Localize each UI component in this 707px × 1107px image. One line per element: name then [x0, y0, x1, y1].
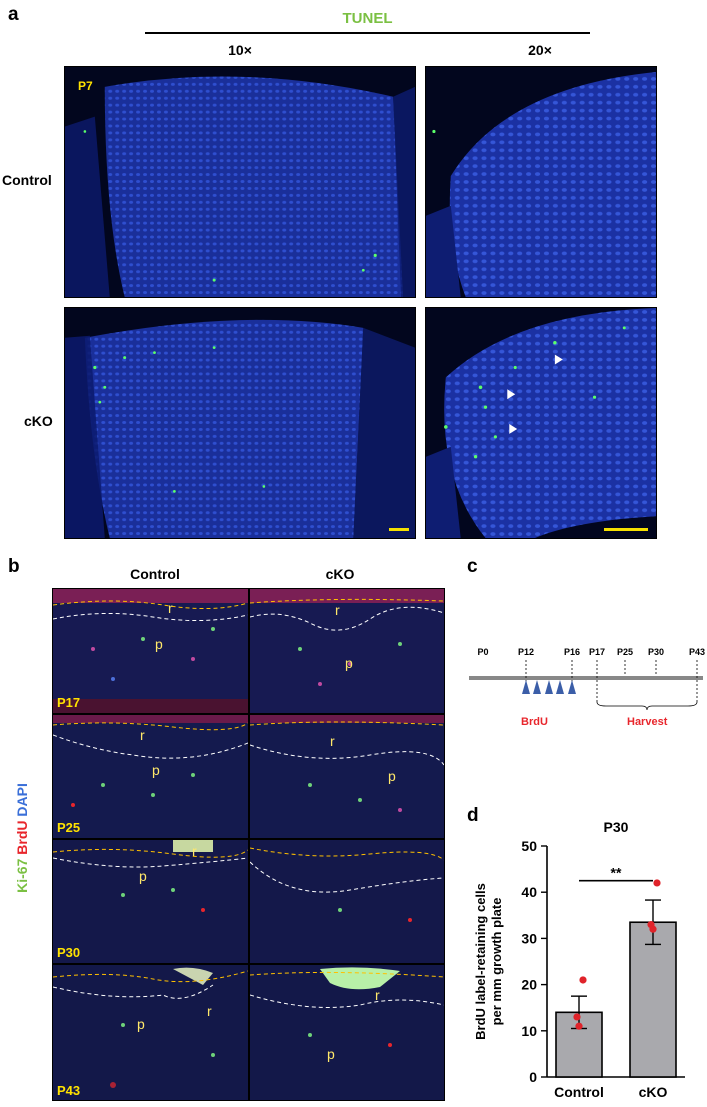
- tile-cko-p30: [250, 840, 444, 963]
- brdu-injection-arrows: [522, 680, 576, 694]
- timepoint-p12: P12: [518, 647, 534, 657]
- panel-d-letter: d: [467, 805, 479, 826]
- zone-r-control-p30: r: [192, 843, 197, 859]
- panel-c-letter: c: [467, 556, 478, 577]
- tunel-title-rule: [145, 32, 590, 34]
- tunel-title: TUNEL: [342, 10, 393, 27]
- stage-label-p43: P43: [57, 1083, 81, 1098]
- data-point-control-1: [575, 1022, 583, 1030]
- micrograph-control-20x: [425, 66, 657, 298]
- data-point-cko-3: [653, 879, 661, 887]
- tile-control-p25: [53, 715, 248, 838]
- tile-control-p17: [53, 589, 248, 713]
- stage-label-p30: P30: [57, 945, 81, 960]
- brdu-label-c: BrdU: [521, 716, 548, 728]
- stage-label-p25: P25: [57, 820, 81, 835]
- tile-cko-p43: [250, 965, 444, 1100]
- panel-b-letter: b: [8, 556, 20, 577]
- col-header-10x: 10×: [228, 42, 252, 58]
- row-label-cko: cKO: [24, 413, 53, 429]
- brdu-timeline: P0 P12 P16 P17 P25 P30 P43: [466, 640, 706, 711]
- timepoint-p25: P25: [617, 647, 633, 657]
- timepoint-p0: P0: [477, 647, 488, 657]
- zone-r-cko-p25: r: [330, 733, 335, 749]
- ki67-label: Ki-67: [14, 858, 30, 893]
- zone-r-control-p17: r: [168, 600, 173, 616]
- col-header-cko: cKO: [325, 566, 355, 582]
- micrograph-control-10x: [64, 66, 416, 298]
- x-tick-label-cko: cKO: [639, 1084, 668, 1100]
- zone-r-control-p25: r: [140, 727, 145, 743]
- bar-cko: [629, 921, 677, 1078]
- scale-bar-10x: [389, 528, 409, 531]
- data-point-control-2: [573, 1013, 581, 1021]
- x-tick-label-control: Control: [554, 1084, 604, 1100]
- zone-p-control-p30: p: [139, 868, 147, 884]
- tile-control-p43: [53, 965, 248, 1100]
- chart-title: P30: [604, 819, 629, 835]
- data-point-cko-2: [647, 920, 655, 929]
- micrograph-cko-10x: [64, 307, 416, 539]
- zone-p-control-p43: p: [137, 1016, 145, 1032]
- scale-bar-20x: [604, 528, 648, 531]
- col-header-control: Control: [130, 566, 180, 582]
- brdu-bar-chart: P30 0 10 20 30 40 50 BrdU label-retaining cells…: [455, 812, 705, 1102]
- timepoint-p16: P16: [564, 647, 580, 657]
- zone-p-cko-p25: p: [388, 768, 396, 784]
- panel-a-letter: a: [8, 4, 19, 25]
- harvest-label: Harvest: [627, 716, 668, 728]
- stage-label-p7: P7: [78, 79, 93, 93]
- zone-p-cko-p17: p: [345, 655, 353, 671]
- tile-cko-p25: [250, 715, 444, 838]
- zone-r-cko-p43-left: r: [207, 1003, 212, 1019]
- zone-p-control-p17: p: [155, 636, 163, 652]
- y-tick-label-0: 0: [529, 1069, 537, 1085]
- timepoint-p17: P17: [589, 647, 605, 657]
- y-axis-label-line-2: per mm growth plate: [489, 898, 504, 1026]
- panel-b-grid: [52, 588, 445, 1101]
- data-point-control-3: [579, 976, 587, 984]
- y-tick-label-30: 30: [521, 930, 537, 946]
- y-tick-label-50: 50: [521, 838, 537, 854]
- stage-label-p17: P17: [57, 695, 81, 710]
- y-tick-label-20: 20: [521, 977, 537, 993]
- timepoint-p43: P43: [689, 647, 705, 657]
- col-header-20x: 20×: [528, 42, 552, 58]
- timepoint-p30: P30: [648, 647, 664, 657]
- tile-cko-p17: [250, 589, 444, 713]
- micrograph-cko-20x: [425, 307, 657, 539]
- dapi-label: DAPI: [14, 783, 30, 817]
- y-tick-label-40: 40: [521, 884, 537, 900]
- harvest-bracket: [596, 701, 698, 711]
- y-tick-label-10: 10: [521, 1023, 537, 1039]
- brdu-label: BrdU: [14, 820, 30, 855]
- significance-stars: **: [611, 865, 622, 881]
- tile-control-p30: [53, 840, 248, 963]
- row-label-control: Control: [2, 172, 52, 188]
- zone-p-control-p25: p: [152, 762, 160, 778]
- zone-r-control-p43: r: [375, 987, 380, 1003]
- zone-r-cko-p17: r: [335, 602, 340, 618]
- zone-p-cko-p43: p: [327, 1046, 335, 1062]
- y-axis-label-line-1: BrdU label-retaining cells: [473, 883, 488, 1040]
